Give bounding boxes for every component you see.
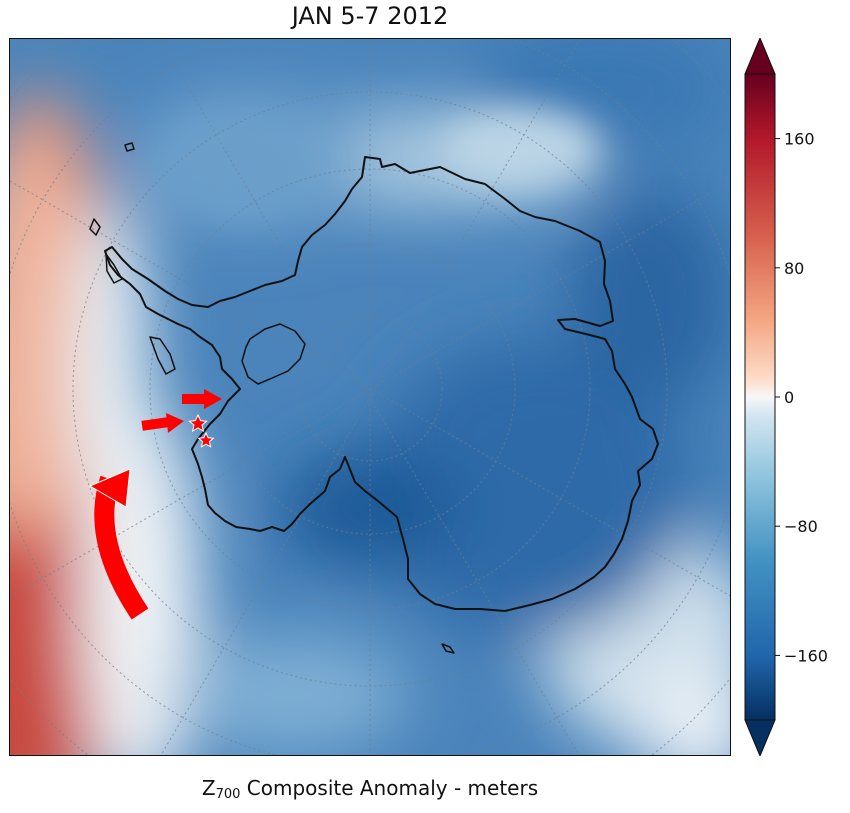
caption-level: 700: [215, 787, 241, 802]
star-marker-north: [188, 413, 208, 432]
caption-variable: Z: [201, 776, 216, 800]
map-title: JAN 5-7 2012: [291, 2, 449, 30]
caption-text: Composite Anomaly - meters: [240, 776, 539, 800]
curved-arrow-head: [88, 468, 131, 508]
colorbar-tick-label: 80: [784, 259, 804, 278]
colorbar-scale: 160 80 0 −80 −160: [744, 36, 828, 758]
star-marker-south: [197, 431, 215, 448]
arrow-upper-shaft: [182, 394, 204, 404]
map-caption: Z700 Composite Anomaly - meters: [0, 776, 740, 802]
colorbar-tick-label: −160: [784, 646, 828, 665]
arrow-lower-head: [166, 413, 184, 433]
coastline: [89, 142, 659, 654]
colorbar-ticks: 160 80 0 −80 −160: [775, 130, 828, 665]
arrow-lower-shaft: [141, 417, 169, 431]
colorbar: 160 80 0 −80 −160: [740, 36, 840, 758]
arrow-upper-head: [204, 389, 222, 409]
annotations: [88, 389, 222, 620]
anomaly-map: [10, 39, 730, 755]
antarctica-coastline: [104, 156, 659, 612]
colorbar-extend-max: [744, 36, 776, 75]
colorbar-extend-min: [744, 719, 776, 758]
colorbar-tick-label: 160: [784, 130, 815, 149]
map-panel: [9, 38, 731, 756]
colorbar-tick-label: −80: [784, 517, 818, 536]
colorbar-gradient: [744, 73, 776, 721]
graticule: [10, 39, 730, 755]
colorbar-tick-label: 0: [784, 388, 794, 407]
